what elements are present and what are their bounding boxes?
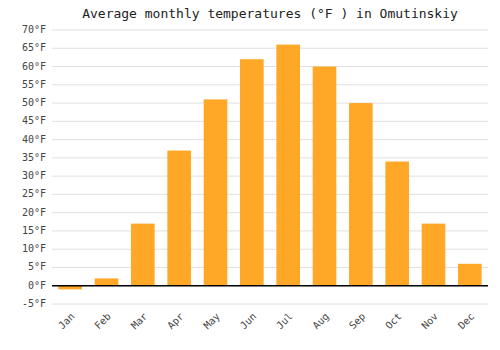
y-tick-label: 15°F xyxy=(22,225,46,236)
bar xyxy=(240,59,264,286)
chart: Average monthly temperatures (°F ) in Om… xyxy=(0,0,500,350)
bar xyxy=(95,278,119,285)
bar xyxy=(385,162,409,286)
grid-line xyxy=(52,212,488,213)
y-tick-label: 60°F xyxy=(22,61,46,72)
y-tick-label: 55°F xyxy=(22,79,46,90)
x-tick-label: Oct xyxy=(383,311,404,332)
x-tick-label: Jul xyxy=(274,311,295,332)
grid xyxy=(52,30,488,304)
y-tick-label: 40°F xyxy=(22,134,46,145)
grid-line xyxy=(52,66,488,67)
y-tick-label: 70°F xyxy=(22,24,46,35)
bar xyxy=(458,264,482,286)
grid-line xyxy=(52,139,488,140)
y-tick-label: 30°F xyxy=(22,170,46,181)
grid-line xyxy=(52,103,488,104)
bar xyxy=(276,45,300,286)
x-tick-label: Sep xyxy=(347,311,368,332)
grid-line xyxy=(52,157,488,158)
x-tick-label: Mar xyxy=(129,311,150,332)
x-tick-label: Aug xyxy=(310,311,331,332)
x-tick-label: May xyxy=(201,311,222,332)
title: Average monthly temperatures (°F ) in Om… xyxy=(82,6,458,21)
bar xyxy=(167,151,191,286)
y-tick-label: 0°F xyxy=(28,280,46,291)
grid-line xyxy=(52,121,488,122)
y-tick-label: 50°F xyxy=(22,97,46,108)
y-tick-label: 45°F xyxy=(22,115,46,126)
grid-line xyxy=(52,304,488,305)
x-tick-label: Nov xyxy=(419,311,440,332)
y-tick-label: 25°F xyxy=(22,188,46,199)
bar xyxy=(204,99,228,285)
y-tick-label: 35°F xyxy=(22,152,46,163)
grid-line xyxy=(52,30,488,31)
zero-line xyxy=(52,285,488,287)
grid-line xyxy=(52,194,488,195)
x-tick-label: Feb xyxy=(92,311,113,332)
bar xyxy=(349,103,373,286)
grid-line xyxy=(52,84,488,85)
bars xyxy=(58,45,481,290)
y-tick-label: 5°F xyxy=(28,261,46,272)
bar xyxy=(131,224,155,286)
x-tick-label: Jun xyxy=(238,311,259,332)
x-tick-label: Dec xyxy=(456,311,477,332)
x-tick-label: Apr xyxy=(165,311,186,332)
grid-line xyxy=(52,285,488,286)
x-tick-label: Jan xyxy=(56,311,77,332)
y-tick-label: 65°F xyxy=(22,42,46,53)
y-tick-label: -5°F xyxy=(22,298,46,309)
y-tick-label: 20°F xyxy=(22,207,46,218)
grid-line xyxy=(52,176,488,177)
y-tick-label: 10°F xyxy=(22,243,46,254)
bar xyxy=(422,224,446,286)
grid-line xyxy=(52,48,488,49)
bar xyxy=(313,67,337,286)
